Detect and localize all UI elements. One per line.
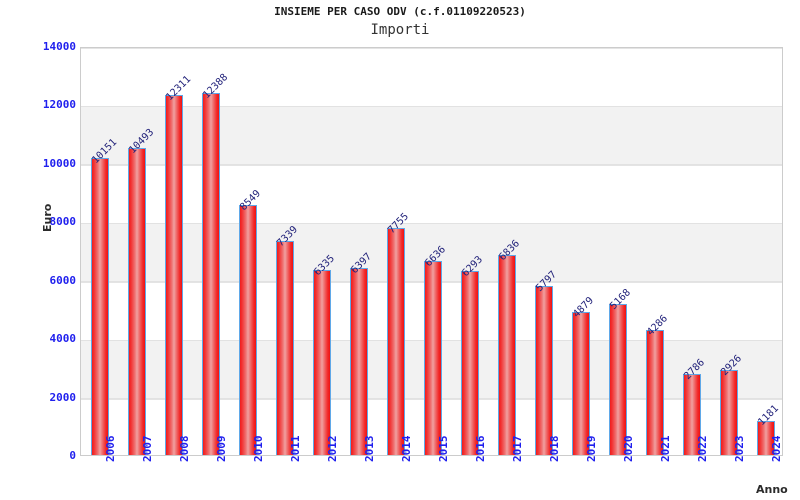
x-tick-label: 2022: [695, 435, 709, 463]
y-tick-label: 8000: [49, 215, 77, 229]
y-tick-label: 6000: [49, 273, 77, 287]
bar[interactable]: [645, 329, 664, 455]
chart-title: INSIEME PER CASO ODV (c.f.01109220523): [274, 5, 526, 18]
x-tick-label: 2007: [140, 435, 154, 463]
bar[interactable]: [127, 148, 146, 455]
bar[interactable]: [275, 240, 294, 455]
x-tick-label: 2013: [362, 435, 376, 463]
gridline: [81, 48, 782, 49]
bar[interactable]: [608, 304, 627, 455]
bar[interactable]: [756, 420, 775, 455]
x-tick-label: 2016: [473, 435, 487, 463]
x-tick-label: 2024: [769, 435, 783, 463]
y-tick-label: 4000: [49, 332, 77, 346]
x-tick-label: 2018: [547, 435, 561, 463]
chart-subtitle: Importi: [370, 22, 430, 38]
bar[interactable]: [312, 269, 331, 455]
y-tick-label: 10000: [42, 156, 76, 170]
bar[interactable]: [164, 95, 183, 455]
bar[interactable]: [349, 268, 368, 455]
bar[interactable]: [497, 255, 516, 455]
bar[interactable]: [238, 205, 257, 455]
bar[interactable]: [534, 285, 553, 455]
x-tick-label: 2012: [325, 435, 339, 463]
x-axis-title: Anno: [756, 483, 788, 496]
x-tick-label: 2020: [621, 435, 635, 463]
bar[interactable]: [719, 369, 738, 455]
x-tick-label: 2019: [584, 435, 598, 463]
bar[interactable]: [682, 373, 701, 455]
y-axis-title: Euro: [41, 203, 54, 232]
bar[interactable]: [423, 261, 442, 455]
y-tick-label: 12000: [42, 98, 76, 112]
bar[interactable]: [90, 158, 109, 455]
gridline: [81, 164, 782, 166]
x-tick-label: 2011: [288, 435, 302, 463]
y-tick-label: 0: [69, 449, 76, 462]
grid-band: [81, 106, 782, 165]
y-tick-label: 14000: [42, 40, 76, 53]
plot-area: 10151 10493 12311 12388 8549 7339 6335 6397 7755…: [80, 47, 783, 456]
bar[interactable]: [201, 93, 220, 455]
x-tick-label: 2008: [177, 435, 191, 463]
y-tick-label: 2000: [49, 390, 77, 404]
x-tick-label: 2014: [399, 435, 413, 463]
x-tick-label: 2009: [214, 435, 228, 463]
x-tick-label: 2017: [510, 435, 524, 463]
bar[interactable]: [571, 312, 590, 455]
x-tick-label: 2021: [658, 435, 672, 463]
x-tick-label: 2023: [732, 435, 746, 463]
bar[interactable]: [460, 271, 479, 455]
y-axis-tick-labels: 0 2000 4000 6000 8000 10000 12000 14000: [0, 40, 77, 462]
bar[interactable]: [386, 228, 405, 455]
x-tick-label: 2006: [103, 435, 117, 463]
x-tick-label: 2010: [251, 435, 265, 463]
x-tick-label: 2015: [436, 435, 450, 463]
